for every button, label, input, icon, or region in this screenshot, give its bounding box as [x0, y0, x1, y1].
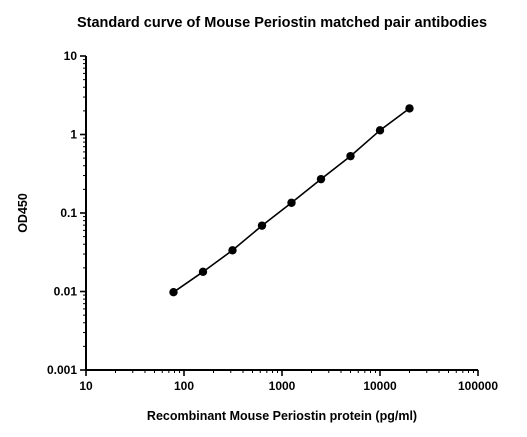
data-point — [198, 267, 208, 277]
x-tick-label: 100 — [174, 379, 194, 393]
x-axis-label: Recombinant Mouse Periostin protein (pg/… — [147, 409, 417, 423]
data-point — [405, 104, 414, 113]
x-tick-label: 100000 — [458, 379, 498, 393]
y-tick-label: 0.001 — [47, 363, 77, 377]
x-tick-label: 1000 — [269, 379, 296, 393]
axes: 10 100 1000 10000 100000 0.001 0.01 0.1 1 10 — [47, 49, 498, 393]
y-tick-label: 1 — [70, 128, 77, 142]
y-tick-label: 0.01 — [54, 285, 78, 299]
data-point — [257, 221, 267, 230]
x-tick-label: 10000 — [363, 379, 397, 393]
y-tick-label: 10 — [64, 49, 78, 63]
chart-title: Standard curve of Mouse Periostin matche… — [77, 15, 487, 31]
y-tick-label: 0.1 — [60, 206, 77, 220]
data-point — [346, 151, 355, 161]
y-axis-label: OD450 — [16, 193, 30, 233]
data-point — [228, 246, 237, 255]
data-point — [287, 198, 296, 207]
data-points-layer — [169, 104, 414, 297]
data-point — [375, 126, 385, 135]
data-point — [316, 174, 326, 184]
data-point — [169, 287, 178, 297]
x-tick-label: 10 — [79, 379, 93, 393]
